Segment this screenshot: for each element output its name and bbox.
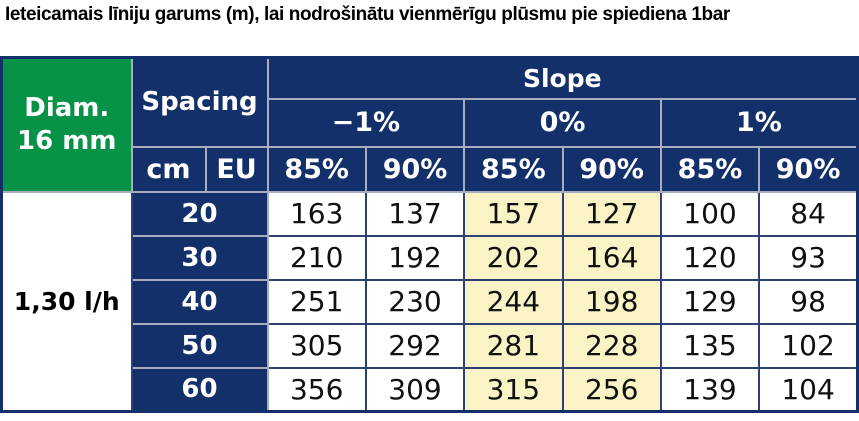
length-value-cell: 139 <box>659 366 761 413</box>
header-row-slope-groups: −1% 0% 1% <box>2 97 859 148</box>
eu-85-header-minus1: 85% <box>266 145 367 193</box>
spacing-value-cell: 30 <box>130 234 269 281</box>
length-value-cell: 137 <box>364 190 466 237</box>
table-title: Ieteicamais līniju garums (m), lai nodro… <box>5 4 730 25</box>
table-row: 50 305 292 281 228 135 102 <box>2 322 859 369</box>
slope-group-plus1: 1% <box>659 97 859 148</box>
length-value-cell: 309 <box>364 366 466 413</box>
unit-header-eu: EU <box>204 145 269 193</box>
length-value-cell: 100 <box>659 190 761 237</box>
length-value-cell: 292 <box>364 322 466 369</box>
length-value-cell: 281 <box>463 322 564 369</box>
length-value-cell: 120 <box>659 234 761 281</box>
slope-group-minus1: −1% <box>266 97 466 148</box>
spacing-value-cell: 40 <box>130 278 269 325</box>
length-value-cell: 104 <box>758 366 859 413</box>
length-value-cell: 192 <box>364 234 466 281</box>
header-row-subcolumns: cm EU 85% 90% 85% 90% 85% 90% <box>2 145 859 193</box>
length-value-cell: 228 <box>561 322 662 369</box>
header-row-slope: Diam. 16 mm Spacing Slope <box>0 56 859 193</box>
diameter-line1: Diam. <box>24 93 110 124</box>
eu-90-header-zero: 90% <box>561 145 662 193</box>
eu-90-header-minus1: 90% <box>364 145 466 193</box>
length-value-cell: 93 <box>758 234 859 281</box>
length-value-cell: 163 <box>266 190 367 237</box>
length-value-cell: 315 <box>463 366 564 413</box>
spacing-value-cell: 60 <box>130 366 269 413</box>
length-value-cell: 244 <box>463 278 564 325</box>
length-value-cell: 356 <box>266 366 367 413</box>
length-value-cell: 157 <box>463 190 564 237</box>
table-row: 40 251 230 244 198 129 98 <box>2 278 859 325</box>
length-value-cell: 210 <box>266 234 367 281</box>
length-value-cell: 102 <box>758 322 859 369</box>
eu-85-header-zero: 85% <box>463 145 564 193</box>
length-value-cell: 198 <box>561 278 662 325</box>
slope-group-zero: 0% <box>463 97 662 148</box>
length-value-cell: 98 <box>758 278 859 325</box>
table-row: 30 210 192 202 164 120 93 <box>2 234 859 281</box>
spacing-header-cell: Spacing <box>130 56 269 148</box>
length-value-cell: 251 <box>266 278 367 325</box>
table-row: 60 356 309 315 256 139 104 <box>2 366 859 413</box>
unit-header-cm: cm <box>130 145 207 193</box>
eu-85-header-plus1: 85% <box>659 145 761 193</box>
length-value-cell: 305 <box>266 322 367 369</box>
flow-rate-label: 1,30 l/h <box>0 190 133 413</box>
eu-90-header-plus1: 90% <box>758 145 859 193</box>
length-value-cell: 202 <box>463 234 564 281</box>
length-value-cell: 256 <box>561 366 662 413</box>
length-value-cell: 84 <box>758 190 859 237</box>
table-row: 1,30 l/h 20 163 137 157 127 100 84 <box>0 190 859 413</box>
length-value-cell: 230 <box>364 278 466 325</box>
length-value-cell: 135 <box>659 322 761 369</box>
slope-header-cell: Slope <box>266 56 859 100</box>
diameter-header-cell: Diam. 16 mm <box>0 56 133 193</box>
drip-line-length-table: Diam. 16 mm Spacing Slope −1% 0% 1% cm E… <box>0 56 859 413</box>
spacing-value-cell: 20 <box>130 190 269 237</box>
length-value-cell: 129 <box>659 278 761 325</box>
length-value-cell: 127 <box>561 190 662 237</box>
diameter-line2: 16 mm <box>17 125 117 156</box>
spacing-value-cell: 50 <box>130 322 269 369</box>
length-value-cell: 164 <box>561 234 662 281</box>
